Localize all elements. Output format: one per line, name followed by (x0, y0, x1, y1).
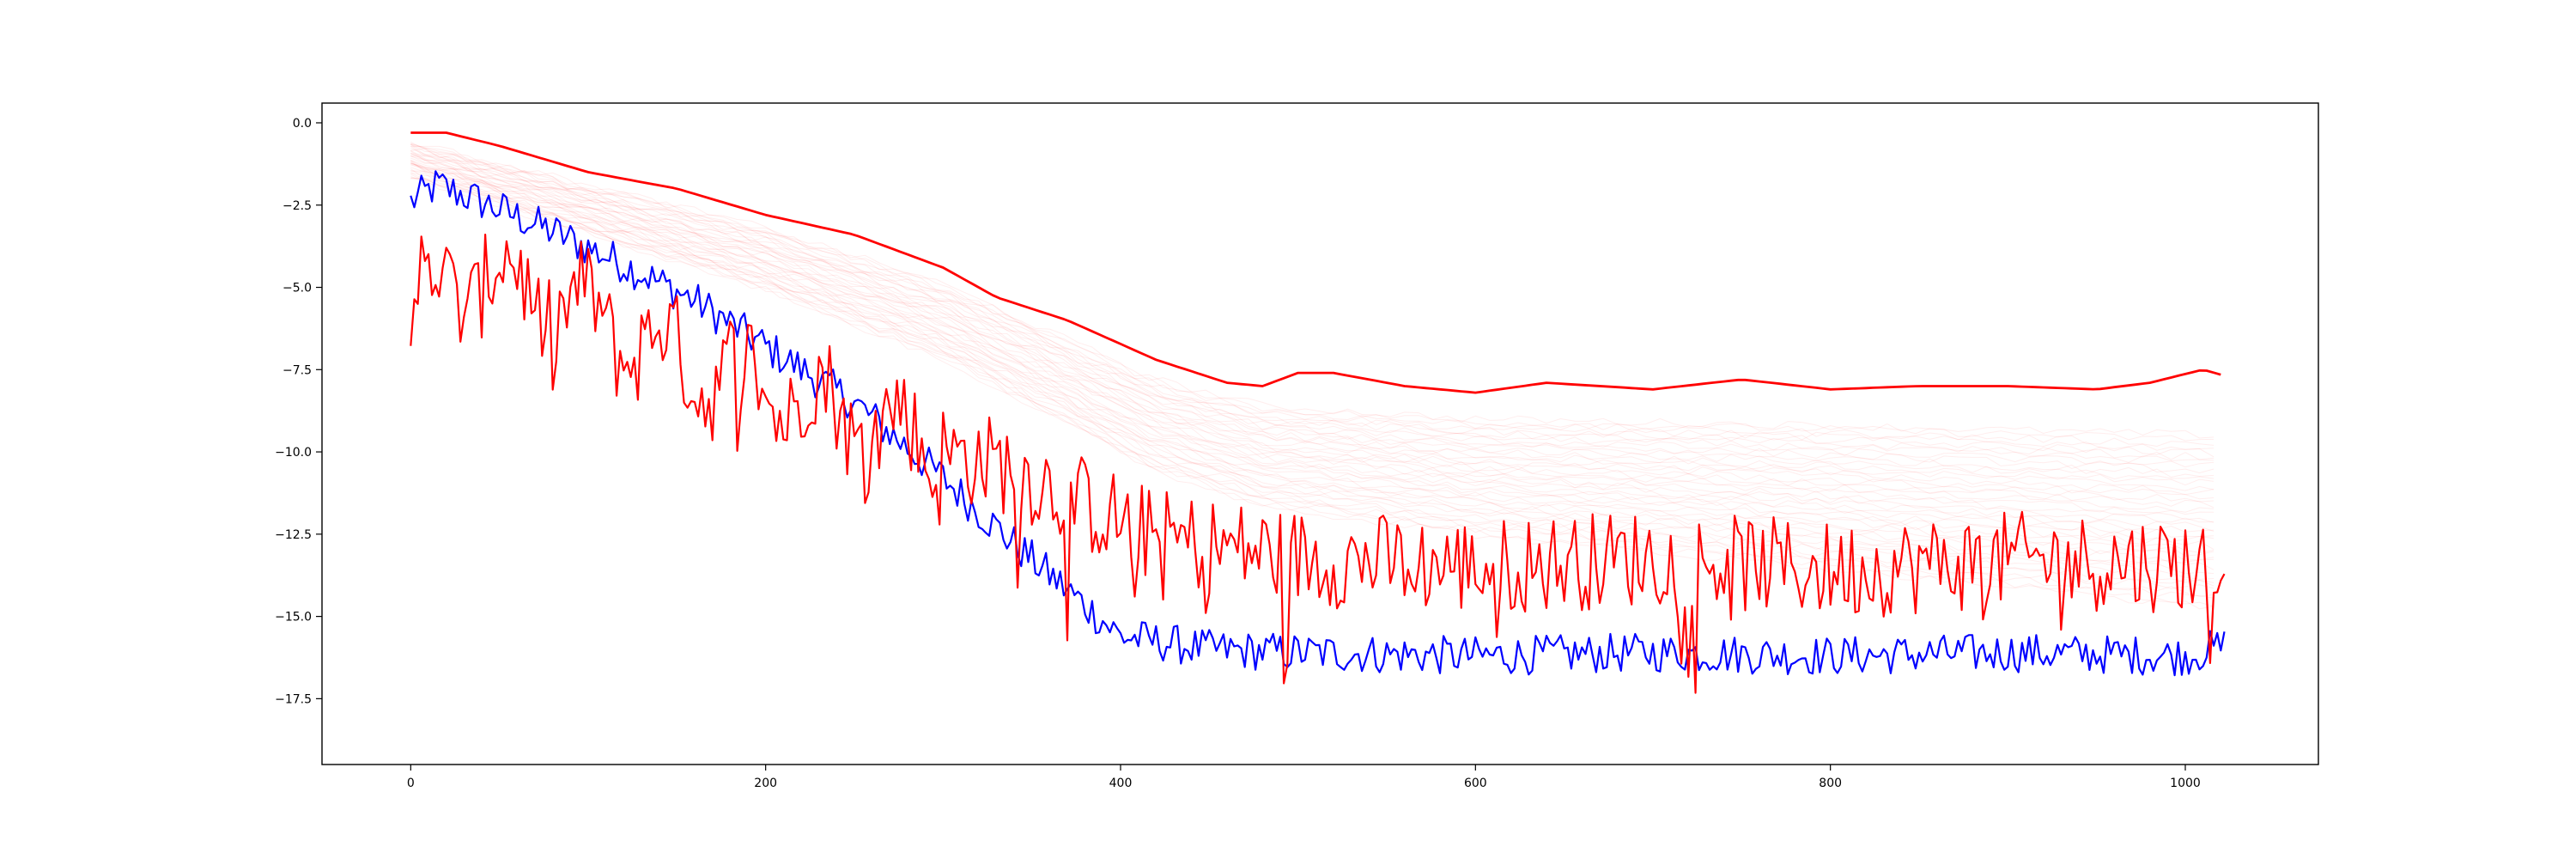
faint-series-band (410, 141, 2215, 610)
faint-series-line (410, 145, 2215, 439)
plot-frame (321, 102, 2319, 765)
faint-series-line (410, 160, 2215, 542)
faint-series-line (410, 161, 2215, 533)
faint-series-line (410, 160, 2215, 538)
series-line-2 (410, 234, 2226, 694)
x-axis: 0 200 400 600 800 1000 (407, 765, 2201, 790)
faint-series-line (410, 155, 2215, 523)
faint-series-line (410, 176, 2215, 599)
y-tick-label: −10.0 (275, 446, 312, 460)
x-tick-label: 1000 (2170, 777, 2201, 790)
y-tick-label: −15.0 (275, 611, 312, 624)
y-tick-label: −7.5 (283, 363, 312, 377)
faint-series-line (410, 143, 2215, 448)
y-tick-label: −5.0 (283, 282, 312, 295)
faint-series-line (410, 145, 2215, 474)
series-line-0 (410, 131, 2221, 394)
y-tick-label: −17.5 (275, 692, 312, 706)
faint-series-line (410, 162, 2215, 532)
y-tick-label: 0.0 (293, 117, 312, 131)
faint-series-line (410, 177, 2215, 597)
faint-series-line (410, 170, 2215, 580)
faint-series-line (410, 162, 2215, 551)
faint-series-line (410, 160, 2215, 515)
y-axis: 0.0 −2.5 −5.0 −7.5 −10.0 −12.5 −15.0 −17.5 (275, 117, 322, 706)
faint-series-line (410, 153, 2215, 509)
faint-series-line (410, 148, 2215, 486)
faint-series-line (410, 174, 2215, 589)
y-tick-label: −12.5 (275, 528, 312, 542)
faint-series-line (410, 143, 2215, 461)
faint-series-line (410, 150, 2215, 500)
faint-series-line (410, 167, 2215, 557)
faint-series-line (410, 148, 2215, 468)
faint-series-line (410, 173, 2215, 587)
series-line-1 (410, 170, 2226, 677)
faint-series-line (410, 155, 2215, 513)
faint-series-line (410, 141, 2215, 458)
faint-series-line (410, 168, 2215, 583)
faint-series-line (410, 143, 2215, 451)
x-tick-label: 600 (1464, 777, 1487, 790)
faint-series-line (410, 163, 2215, 561)
faint-series-line (410, 164, 2215, 564)
x-tick-label: 400 (1109, 777, 1133, 790)
faint-series-line (410, 157, 2215, 503)
y-tick-label: −2.5 (283, 199, 312, 213)
faint-series-line (410, 143, 2215, 463)
faint-series-line (410, 149, 2215, 480)
x-tick-label: 200 (754, 777, 777, 790)
faint-series-line (410, 152, 2215, 491)
faint-series-line (410, 161, 2215, 553)
x-tick-label: 800 (1819, 777, 1842, 790)
faint-series-line (410, 155, 2215, 496)
faint-series-line (410, 170, 2215, 570)
x-tick-label: 0 (407, 777, 415, 790)
faint-series-line (410, 162, 2215, 523)
faint-series-line (410, 172, 2215, 575)
faint-series-line (410, 153, 2215, 478)
series-layer (410, 131, 2226, 694)
faint-series-line (410, 143, 2215, 442)
